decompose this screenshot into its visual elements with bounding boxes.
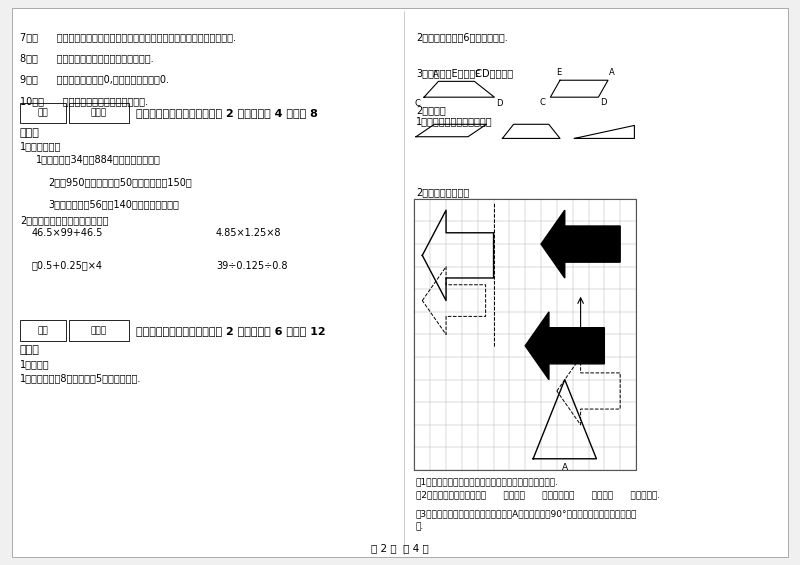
Text: 39÷0.125÷0.8: 39÷0.125÷0.8 [216, 260, 287, 271]
Text: A: A [609, 68, 615, 77]
Text: （2）图中的小船是经过向（      ）平移（      ）格，再向（      ）平移（      ）格得来的.: （2）图中的小船是经过向（ ）平移（ ）格，再向（ ）平移（ ）格得来的. [416, 490, 660, 499]
Text: 四、看清题目，细心计算（共 2 小题，每题 4 分，共 8: 四、看清题目，细心计算（共 2 小题，每题 4 分，共 8 [136, 108, 318, 118]
Text: 2、操作：: 2、操作： [416, 105, 446, 115]
Text: 评卷人: 评卷人 [90, 326, 107, 335]
Text: A: A [562, 463, 568, 472]
Text: 3．分别过点E画线段CD的垂线．: 3．分别过点E画线段CD的垂线． [416, 68, 513, 79]
Text: C: C [414, 99, 421, 108]
FancyBboxPatch shape [69, 103, 129, 123]
Text: 1、列式计算．: 1、列式计算． [20, 141, 62, 151]
Text: 8．（      ）整数除以小数，商一定小于被除数.: 8．（ ）整数除以小数，商一定小于被除数. [20, 53, 154, 63]
Text: （3）先将三角形向左平移三格，然后绕A点逆时针旋转90°，在方格纸中画出旋转后的图: （3）先将三角形向左平移三格，然后绕A点逆时针旋转90°，在方格纸中画出旋转后的… [416, 510, 638, 519]
Text: D: D [496, 99, 502, 108]
Text: 1．出下面的图形的一条高．: 1．出下面的图形的一条高． [416, 116, 493, 126]
Text: 2．从950里面连续减去50，减几次还得150？: 2．从950里面连续减去50，减几次还得150？ [48, 177, 192, 187]
Text: 2、脱式计算，能简算的要简算：: 2、脱式计算，能简算的要简算： [20, 215, 109, 225]
Text: 1、画一个长为8厘米，宽为5厘米的长方形.: 1、画一个长为8厘米，宽为5厘米的长方形. [20, 373, 142, 384]
Text: 评卷人: 评卷人 [90, 108, 107, 118]
Text: 形.: 形. [416, 522, 424, 531]
Text: 7．（      ）所有等边三角形一定是等腰三角形，等腰三角形一定是锐角三角形.: 7．（ ）所有等边三角形一定是等腰三角形，等腰三角形一定是锐角三角形. [20, 32, 236, 42]
Text: 2．要求画图填空．: 2．要求画图填空． [416, 187, 470, 197]
Text: 1．一个数的34倍是884，这个数是多少？: 1．一个数的34倍是884，这个数是多少？ [36, 154, 161, 164]
Polygon shape [526, 312, 604, 380]
Text: 2、画一个边长是6厘米的正方形.: 2、画一个边长是6厘米的正方形. [416, 32, 508, 42]
FancyBboxPatch shape [20, 103, 66, 123]
FancyBboxPatch shape [69, 320, 129, 341]
Text: E: E [474, 69, 479, 79]
Text: 分）．: 分）． [20, 345, 40, 355]
FancyBboxPatch shape [20, 320, 66, 341]
Text: 得分: 得分 [38, 108, 49, 118]
Text: 五、认真思考，综合能力（共 2 小题，每题 6 分，共 12: 五、认真思考，综合能力（共 2 小题，每题 6 分，共 12 [136, 325, 326, 336]
Text: 10．（      ）等边三角形一定是锐角三角形.: 10．（ ）等边三角形一定是锐角三角形. [20, 96, 148, 106]
Text: C: C [539, 98, 546, 107]
Text: D: D [600, 98, 606, 107]
Text: 第 2 页  共 4 页: 第 2 页 共 4 页 [371, 543, 429, 553]
Text: E: E [556, 68, 561, 77]
Text: A: A [433, 69, 439, 79]
Text: 46.5×99+46.5: 46.5×99+46.5 [32, 228, 103, 238]
Text: 得分: 得分 [38, 326, 49, 335]
Text: 3．一个数缩小56倍得140，这个数是多少？: 3．一个数缩小56倍得140，这个数是多少？ [48, 199, 179, 210]
Text: 9．（      ）被除数的末尾有0,商的末尾也一定有0.: 9．（ ）被除数的末尾有0,商的末尾也一定有0. [20, 75, 169, 85]
Text: （0.5+0.25）×4: （0.5+0.25）×4 [32, 260, 103, 271]
Text: （1）沿虚线画出图形的另一半，使它成为一个轴对称图形.: （1）沿虚线画出图形的另一半，使它成为一个轴对称图形. [416, 477, 559, 486]
FancyBboxPatch shape [12, 8, 788, 557]
Text: 4.85×1.25×8: 4.85×1.25×8 [216, 228, 282, 238]
Polygon shape [541, 210, 620, 278]
Text: 分）．: 分）． [20, 128, 40, 138]
Text: 1、作图．: 1、作图． [20, 359, 50, 370]
